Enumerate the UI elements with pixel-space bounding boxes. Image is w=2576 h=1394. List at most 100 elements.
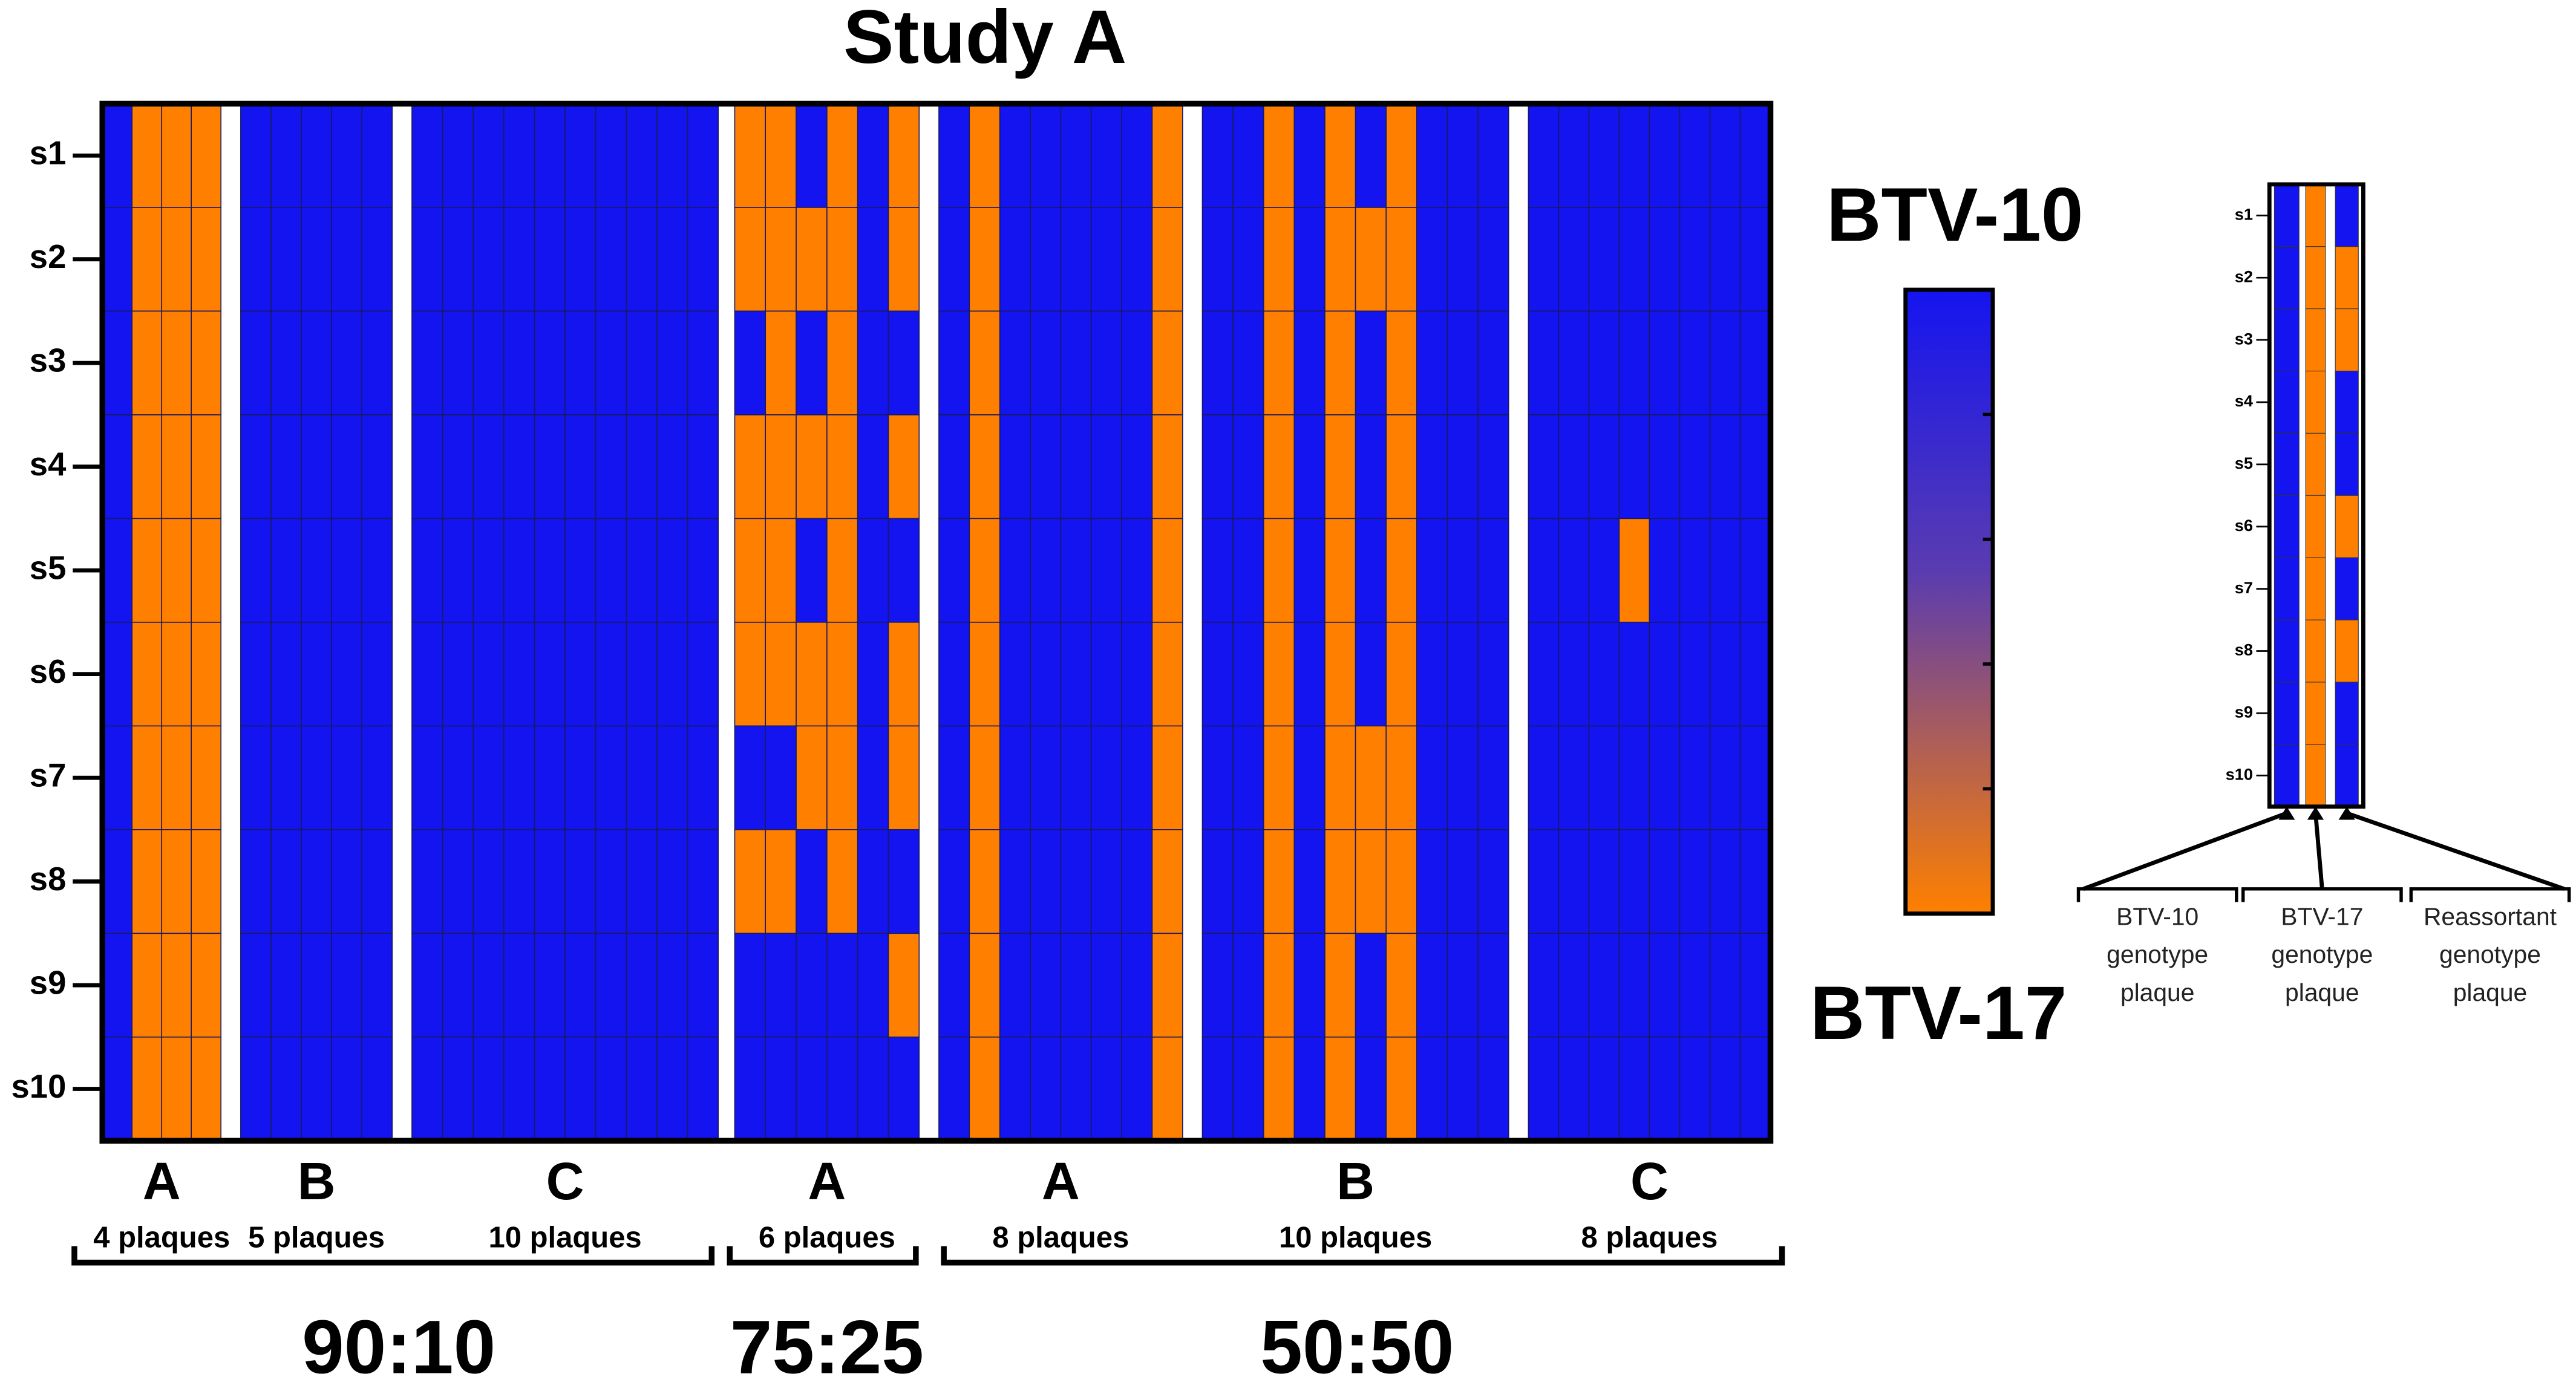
heatmap-cell [1060,207,1092,312]
heatmap-cell [1739,933,1771,1038]
heatmap-cell [472,622,505,727]
heatmap-cell [857,310,889,415]
heatmap-cell [1588,518,1620,623]
heatmap-cell [411,414,443,519]
heatmap-cell [595,207,627,312]
inset-row-label: s2 [2235,267,2253,285]
heatmap-cell [240,414,272,519]
heatmap-cell [442,933,474,1038]
ratio-label: 50:50 [1260,1304,1454,1389]
heatmap-cell [1385,933,1417,1038]
heatmap-cell [534,414,566,519]
heatmap-cell [796,207,828,312]
heatmap-cell [1739,622,1771,727]
heatmap-cell [1263,103,1295,208]
heatmap-cell [1709,725,1741,830]
inset-row-label: s9 [2235,703,2253,721]
heatmap-cell [131,725,163,830]
heatmap-cell [1121,207,1153,312]
inset-row-label: s6 [2235,516,2253,535]
heatmap-cell [1263,414,1295,519]
heatmap-cell [999,103,1031,208]
heatmap-cell [734,207,767,312]
row-label: s9 [30,964,67,1001]
heatmap-cell [1588,207,1620,312]
heatmap-cell [1385,725,1417,830]
heatmap-cell [131,207,163,312]
heatmap-cell [595,725,627,830]
heatmap-cell [1060,103,1092,208]
heatmap-cell [1324,414,1356,519]
heatmap-cell [1201,310,1234,415]
heatmap-cell [938,1036,970,1142]
heatmap-cell [888,933,920,1038]
heatmap-cell [270,725,302,830]
heatmap-cell [472,725,505,830]
heatmap-cell [472,518,505,623]
heatmap-cell [969,725,1001,830]
heatmap-cell [1739,310,1771,415]
heatmap-cell [472,933,505,1038]
heatmap-cell [1030,414,1062,519]
heatmap-cell [270,622,302,727]
heatmap-cell [796,518,828,623]
set-letter: B [298,1152,336,1211]
heatmap-cell [1232,310,1264,415]
heatmap-cell [1739,1036,1771,1142]
heatmap-cell [626,103,658,208]
heatmap-cell [1679,622,1711,727]
heatmap-cell [1739,103,1771,208]
inset-row-label: s8 [2235,640,2253,659]
inset-frame [2267,182,2365,809]
heatmap-cell [1477,310,1509,415]
heatmap-cell [1679,725,1711,830]
heatmap-cell [503,725,535,830]
heatmap-cell [999,933,1031,1038]
heatmap-cell [1151,933,1183,1038]
heatmap-cell [765,622,797,727]
heatmap-cell [411,518,443,623]
heatmap-cell [1416,1036,1448,1142]
inset-arrowhead [2278,806,2295,820]
heatmap-cell [857,414,889,519]
heatmap-cell [765,1036,797,1142]
heatmap-cell [1679,518,1711,623]
heatmap-cell [534,829,566,934]
heatmap-cell [270,518,302,623]
heatmap-cell [331,310,363,415]
heatmap-cell [1649,207,1681,312]
heatmap-cell [595,622,627,727]
heatmap-cell [1355,725,1387,830]
inset-cell [2305,432,2326,496]
heatmap-cell [734,829,767,934]
heatmap-cell [1121,933,1153,1038]
plaques-label: 8 plaques [1581,1222,1718,1254]
heatmap-cell [826,207,858,312]
row-label: s3 [30,342,67,379]
heatmap-cell [969,414,1001,519]
heatmap-cell [1558,103,1590,208]
heatmap-cell [1263,933,1295,1038]
heatmap-cell [1060,414,1092,519]
heatmap-cell [1528,725,1560,830]
colorbar [1903,287,1995,916]
heatmap-cell [888,829,920,934]
heatmap-cell [626,829,658,934]
heatmap-cell [161,310,192,415]
heatmap-cell [1030,518,1062,623]
heatmap-cell [564,1036,597,1142]
heatmap-cell [1263,1036,1295,1142]
heatmap-cell [1416,207,1448,312]
heatmap-cell [1324,933,1356,1038]
heatmap-cell [503,933,535,1038]
heatmap-cell [1030,1036,1062,1142]
heatmap-cell [301,414,332,519]
heatmap-cell [1477,622,1509,727]
heatmap-cell [301,1036,332,1142]
inset-cell [2305,246,2326,310]
heatmap-cell [1618,518,1650,623]
heatmap-cell [999,310,1031,415]
heatmap-cell [301,622,332,727]
heatmap-cell [331,518,363,623]
heatmap-cell [161,1036,192,1142]
